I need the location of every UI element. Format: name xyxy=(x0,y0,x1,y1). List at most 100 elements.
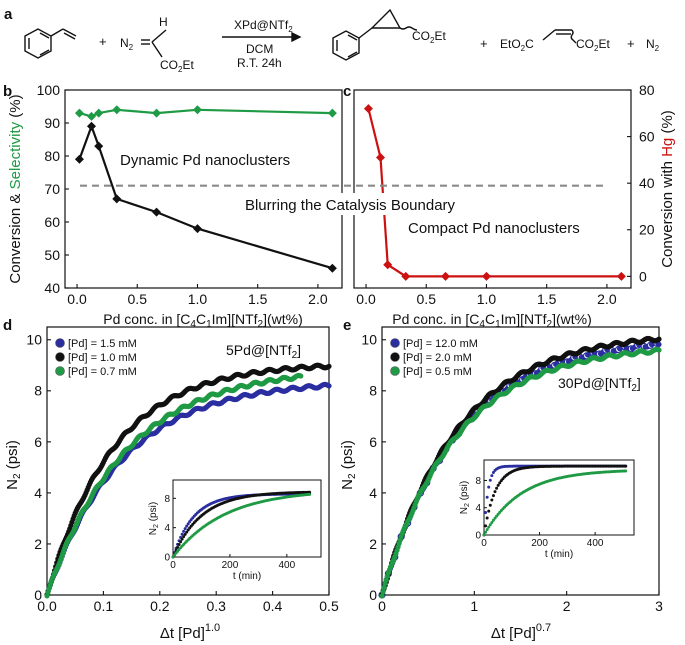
y-axis-label-e: N2 (psi) xyxy=(339,440,358,490)
panel-d: d 0.0 0.1 0.2 0.3 0.4 0.5 0 2 4 6 8 10 5Pd@[NTf2] [… xyxy=(3,317,339,642)
legend-d: [Pd] = 1.5 mM [Pd] = 1.0 mM [Pd] = 0.7 mM xyxy=(55,338,137,378)
data-point-green xyxy=(656,347,662,353)
inset-y-tick-label: 8 xyxy=(475,476,481,487)
x-axis-label-c: Pd conc. in [C4C1Im][NTf2](wt%) xyxy=(392,311,592,330)
data-point-black xyxy=(112,194,122,204)
inset-data-point-black xyxy=(487,509,491,513)
data-point-green xyxy=(94,108,104,118)
inset-data-point-blue xyxy=(180,532,184,536)
y-axis-label-b: Conversion & Selectivity (%) xyxy=(7,94,24,283)
y-tick-label: 80 xyxy=(639,82,655,98)
inset-data-point-green xyxy=(484,530,488,534)
inset-y-tick-label: 4 xyxy=(475,503,481,514)
annotation-dynamic: Dynamic Pd nanoclusters xyxy=(120,152,290,169)
inset-data-point-black xyxy=(183,532,187,536)
x-axis-label-b: Pd conc. in [C4C1Im][NTf2](wt%) xyxy=(103,311,303,330)
y-axis-label-c: Conversion with Hg (%) xyxy=(659,110,676,268)
inset-data-point-black xyxy=(485,516,489,520)
inset-data-point-green xyxy=(490,520,494,524)
x-tick-label: 0 xyxy=(378,598,386,614)
y-tick-label: 10 xyxy=(26,332,42,348)
y-tick-label: 10 xyxy=(361,332,377,348)
legend-marker-black xyxy=(55,352,65,362)
x-tick-label: 0.5 xyxy=(319,598,339,614)
data-marks-d xyxy=(44,362,332,599)
annotation-30pd: 30Pd@[NTf2] xyxy=(558,375,641,394)
y-tick-label: 8 xyxy=(34,383,42,399)
inset-data-point-green xyxy=(493,516,497,520)
inset-data-point-black xyxy=(488,503,492,507)
diazo-ester-label: CO2Et xyxy=(160,58,194,74)
inset-x-axis-label: t (min) xyxy=(233,571,261,582)
inset-data-point-black xyxy=(495,486,499,490)
catalyst-label: XPd@NTf2 xyxy=(234,18,293,34)
y-tick-label: 4 xyxy=(34,485,42,501)
byproduct-left-label: EtO2C xyxy=(500,37,534,53)
data-point-red xyxy=(375,153,385,163)
data-point-green xyxy=(380,589,386,595)
data-point-green xyxy=(379,593,385,599)
panel-label-c: c xyxy=(343,83,351,100)
y-tick-label: 20 xyxy=(639,222,655,238)
inset-data-point-green xyxy=(485,528,489,532)
inset-x-tick-label: 200 xyxy=(531,538,548,549)
data-point-green xyxy=(152,108,162,118)
data-point-black xyxy=(152,207,162,217)
data-point-red xyxy=(616,271,626,281)
plus-sign-1: + xyxy=(99,34,107,49)
inset-y-axis-label: N2 (psi) xyxy=(459,481,471,514)
inset-data-point-black xyxy=(180,537,184,541)
diazo-h-label: H xyxy=(159,15,168,29)
data-point-black xyxy=(656,336,662,342)
data-point-black xyxy=(192,224,202,234)
x-axis-label-e: Δt [Pd]0.7 xyxy=(491,622,551,642)
byproduct-right-label: CO2Et xyxy=(576,37,610,53)
panel-label-a: a xyxy=(4,6,13,23)
legend-label: [Pd] = 2.0 mM xyxy=(403,352,472,364)
boundary-text: Blurring the Catalysis Boundary xyxy=(245,197,456,214)
inset-data-point-blue xyxy=(487,485,491,489)
inset-data-point-black xyxy=(484,524,488,528)
data-point-red xyxy=(363,104,373,114)
x-tick-label: 1 xyxy=(470,598,478,614)
x-tick-label: 0.1 xyxy=(94,598,114,614)
data-point-blue xyxy=(656,341,662,348)
y-tick-label: 6 xyxy=(34,434,42,450)
data-marks-b xyxy=(74,105,337,273)
byproduct-alkene-structure xyxy=(542,29,577,44)
styrene-structure xyxy=(24,28,77,59)
y-tick-label: 6 xyxy=(369,434,377,450)
y-tick-label: 100 xyxy=(37,82,61,98)
inset-data-point-black xyxy=(491,494,495,498)
y-tick-label: 4 xyxy=(369,485,377,501)
plus-sign-3: + xyxy=(627,36,635,51)
legend-label: [Pd] = 0.7 mM xyxy=(68,366,137,378)
data-point-green xyxy=(298,373,304,379)
legend-marker-blue xyxy=(55,338,65,348)
x-tick-label: 1.5 xyxy=(537,291,557,307)
x-tick-label: 2.0 xyxy=(597,291,617,307)
data-point-red xyxy=(441,271,451,281)
y-tick-label: 2 xyxy=(34,536,42,552)
inset-data-point-green xyxy=(487,525,491,529)
x-tick-label: 1.0 xyxy=(477,291,497,307)
inset-data-point-green xyxy=(308,492,312,496)
axes-d: 0.0 0.1 0.2 0.3 0.4 0.5 0 2 4 6 8 10 xyxy=(26,332,339,614)
inset-data-point-green xyxy=(624,469,628,473)
inset-data-point-black xyxy=(624,464,628,468)
inset-frame xyxy=(483,459,635,536)
inset-x-tick-label: 400 xyxy=(587,538,604,549)
inset-data-point-black xyxy=(182,535,186,539)
series-line-red xyxy=(367,108,622,278)
x-tick-label: 3 xyxy=(655,598,663,614)
inset-data-point-green xyxy=(491,518,495,522)
inset-data-point-blue xyxy=(491,471,495,475)
data-marks-e xyxy=(378,335,662,599)
x-tick-label: 1.5 xyxy=(248,291,268,307)
plot-frame-c xyxy=(353,89,632,289)
y-tick-label: 40 xyxy=(639,175,655,191)
solvent-label: DCM xyxy=(246,42,273,56)
legend-label: [Pd] = 1.0 mM xyxy=(68,352,137,364)
y-tick-label: 0 xyxy=(369,587,377,603)
data-point-red xyxy=(383,260,393,270)
